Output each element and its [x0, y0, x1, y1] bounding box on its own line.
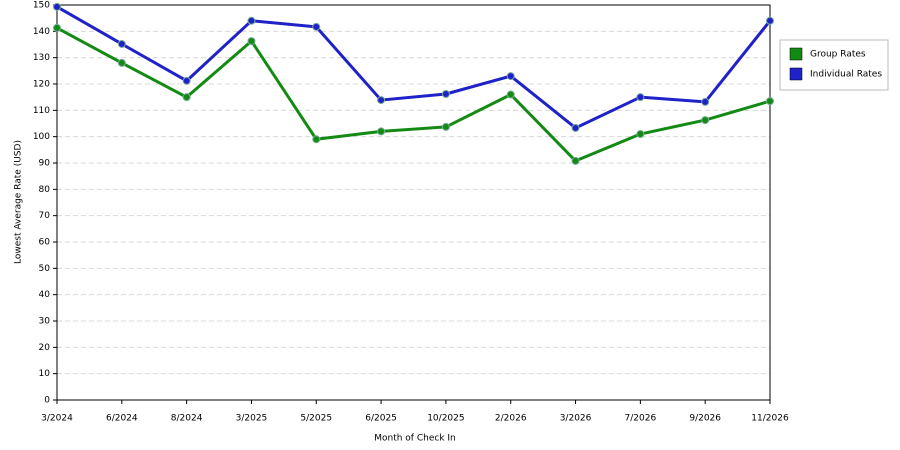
- y-tick-label: 140: [33, 27, 50, 37]
- legend-swatch: [789, 47, 803, 61]
- data-point: [506, 90, 515, 99]
- y-tick-label: 110: [33, 106, 50, 116]
- x-tick-label: 7/2026: [625, 414, 657, 424]
- data-point: [247, 37, 256, 46]
- y-tick-label: 10: [39, 369, 51, 379]
- data-point: [377, 127, 386, 136]
- y-tick-label: 60: [39, 238, 51, 248]
- y-tick-label: 100: [33, 132, 50, 142]
- data-point: [636, 130, 645, 139]
- y-tick-label: 80: [39, 185, 51, 195]
- x-tick-label: 8/2024: [171, 414, 203, 424]
- x-tick-label: 3/2024: [41, 414, 73, 424]
- x-tick-label: 2/2026: [495, 414, 527, 424]
- data-point: [701, 97, 710, 106]
- y-tick-label: 130: [33, 53, 50, 63]
- data-point: [766, 97, 774, 106]
- x-tick-label: 6/2025: [365, 414, 397, 424]
- data-point: [182, 76, 191, 85]
- data-point: [312, 22, 321, 31]
- x-tick-label: 10/2025: [427, 414, 464, 424]
- legend-label: Individual Rates: [810, 70, 882, 80]
- y-axis-label: Lowest Average Rate (USD): [14, 140, 24, 264]
- y-tick-label: 150: [33, 1, 50, 11]
- y-tick-label: 70: [39, 211, 51, 221]
- y-tick-label: 20: [39, 343, 51, 353]
- x-tick-label: 9/2026: [689, 414, 721, 424]
- legend-swatch: [789, 67, 803, 81]
- data-point: [247, 16, 256, 25]
- legend-box: [779, 39, 889, 91]
- data-point: [117, 39, 126, 48]
- data-point: [312, 135, 321, 144]
- y-tick-label: 0: [44, 396, 50, 406]
- y-tick-label: 120: [33, 80, 50, 90]
- data-point: [571, 123, 580, 132]
- series-line: [56, 5, 772, 130]
- x-tick-label: 5/2025: [300, 414, 332, 424]
- data-point: [441, 90, 450, 99]
- data-point: [766, 16, 774, 25]
- x-tick-label: 11/2026: [751, 414, 789, 424]
- y-tick-label: 40: [39, 290, 51, 300]
- y-tick-label: 50: [39, 264, 51, 274]
- x-tick-label: 3/2026: [560, 414, 592, 424]
- y-tick-label: 90: [39, 159, 51, 169]
- data-point: [506, 72, 515, 81]
- x-axis-label: Month of Check In: [374, 434, 456, 444]
- data-point: [182, 93, 191, 102]
- legend-label: Group Rates: [810, 50, 866, 60]
- data-point: [701, 116, 710, 125]
- data-point: [117, 58, 126, 67]
- data-point: [636, 93, 645, 102]
- data-point: [53, 2, 61, 11]
- data-point: [571, 156, 580, 165]
- x-tick-label: 3/2025: [236, 414, 268, 424]
- x-tick-label: 6/2024: [106, 414, 138, 424]
- data-point: [441, 122, 450, 131]
- data-point: [53, 23, 61, 32]
- series-line: [56, 26, 771, 163]
- y-tick-label: 30: [39, 317, 51, 327]
- plot-frame: [56, 4, 771, 401]
- data-point: [377, 96, 386, 105]
